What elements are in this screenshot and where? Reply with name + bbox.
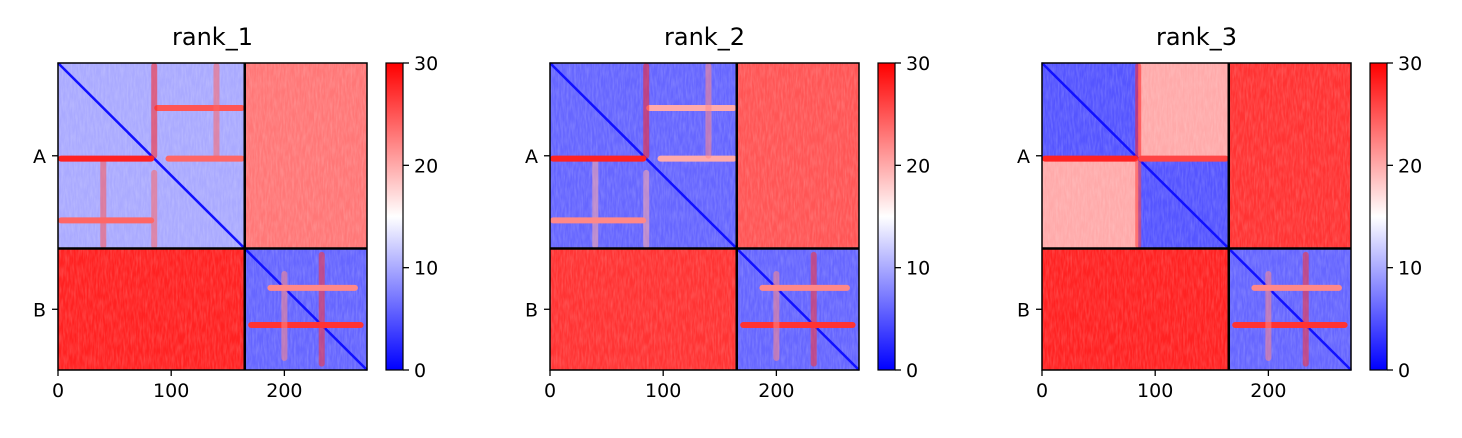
heatmap-band-v-4 xyxy=(213,63,220,159)
x-tick-label: 100 xyxy=(153,380,189,402)
y-tick-label: B xyxy=(33,299,46,321)
colorbar-tick-label: 30 xyxy=(1398,53,1422,75)
heatmap-band-v-2 xyxy=(643,63,650,159)
heatmap-band-v-1 xyxy=(100,158,107,249)
plot-frame xyxy=(1041,62,1352,371)
heatmap-band-v-1 xyxy=(1135,63,1142,159)
heatmap-panel-1: rank_1 0 100 200 A B 0 10 20 30 xyxy=(33,23,438,402)
x-tick-label: 0 xyxy=(52,380,64,402)
colorbar-tick-label: 10 xyxy=(414,258,438,280)
colorbar-tick-label: 30 xyxy=(414,53,438,75)
colorbar-tick-label: 0 xyxy=(414,360,426,382)
heatmap-panel-3: rank_3 0 100 200 A B 0 10 20 30 xyxy=(1017,23,1422,402)
plot-frame xyxy=(549,62,860,371)
y-tick-label: A xyxy=(33,146,46,168)
colorbar-tick-label: 0 xyxy=(906,360,918,382)
x-tick-label: 0 xyxy=(544,380,556,402)
heatmap-band-3 xyxy=(657,155,737,162)
heatmap-band-1 xyxy=(154,104,245,111)
colorbar-tick-label: 20 xyxy=(1398,155,1422,177)
heatmap-band-4 xyxy=(1251,284,1342,291)
colorbar xyxy=(1369,62,1388,371)
heatmap-band-4 xyxy=(550,217,647,224)
heatmap-band-5 xyxy=(740,322,856,329)
x-tick-label: 200 xyxy=(266,380,302,402)
colorbar xyxy=(385,62,404,371)
heatmap-band-v-5 xyxy=(810,251,817,367)
plot-frame xyxy=(57,62,368,371)
heatmap-band-2 xyxy=(58,155,155,162)
heatmap-band-6 xyxy=(267,284,358,291)
heatmap-band-v-1 xyxy=(592,158,599,249)
heatmap-diagonal-b xyxy=(243,247,368,371)
y-tick-label: B xyxy=(1017,299,1030,321)
colorbar-tick-label: 0 xyxy=(1398,360,1410,382)
chart-title: rank_1 xyxy=(172,23,253,51)
x-tick-label: 0 xyxy=(1036,380,1048,402)
chart-title: rank_3 xyxy=(1156,23,1237,51)
heatmap-band-v-6 xyxy=(281,271,288,362)
heatmap-band-3 xyxy=(1232,322,1348,329)
heatmap-band-5 xyxy=(248,322,364,329)
heatmap-band-v-6 xyxy=(773,271,780,362)
heatmap-band-v-2 xyxy=(1135,158,1142,249)
heatmap-band-v-4 xyxy=(705,63,712,159)
x-tick-label: 200 xyxy=(1250,380,1286,402)
heatmap-band-v-3 xyxy=(151,169,158,249)
heatmap-band-4 xyxy=(58,217,155,224)
heatmap-band-2 xyxy=(550,155,647,162)
heatmap-diagonal-b xyxy=(735,247,860,371)
heatmap-band-1 xyxy=(646,104,737,111)
colorbar-tick-label: 10 xyxy=(906,258,930,280)
colorbar xyxy=(877,62,896,371)
colorbar-tick-label: 20 xyxy=(906,155,930,177)
heatmap-band-v-2 xyxy=(151,63,158,159)
heatmap-band-v-3 xyxy=(1302,251,1309,367)
x-tick-label: 100 xyxy=(1137,380,1173,402)
heatmap-band-v-5 xyxy=(318,251,325,367)
heatmap-diagonal-b xyxy=(1227,247,1352,371)
y-tick-label: A xyxy=(525,146,538,168)
chart-title: rank_2 xyxy=(664,23,745,51)
x-tick-label: 200 xyxy=(758,380,794,402)
colorbar-tick-label: 30 xyxy=(906,53,930,75)
heatmap-band-3 xyxy=(165,155,245,162)
heatmap-band-2 xyxy=(1138,155,1229,162)
heatmap-panel-2: rank_2 0 100 200 A B 0 10 20 30 xyxy=(525,23,930,402)
colorbar-tick-label: 10 xyxy=(1398,258,1422,280)
x-tick-label: 100 xyxy=(645,380,681,402)
colorbar-tick-label: 20 xyxy=(414,155,438,177)
heatmap-band-6 xyxy=(759,284,850,291)
y-tick-label: A xyxy=(1017,146,1030,168)
heatmap-band-v-3 xyxy=(643,169,650,249)
heatmap-band-1 xyxy=(1042,155,1139,162)
y-tick-label: B xyxy=(525,299,538,321)
heatmap-band-v-4 xyxy=(1265,271,1272,362)
